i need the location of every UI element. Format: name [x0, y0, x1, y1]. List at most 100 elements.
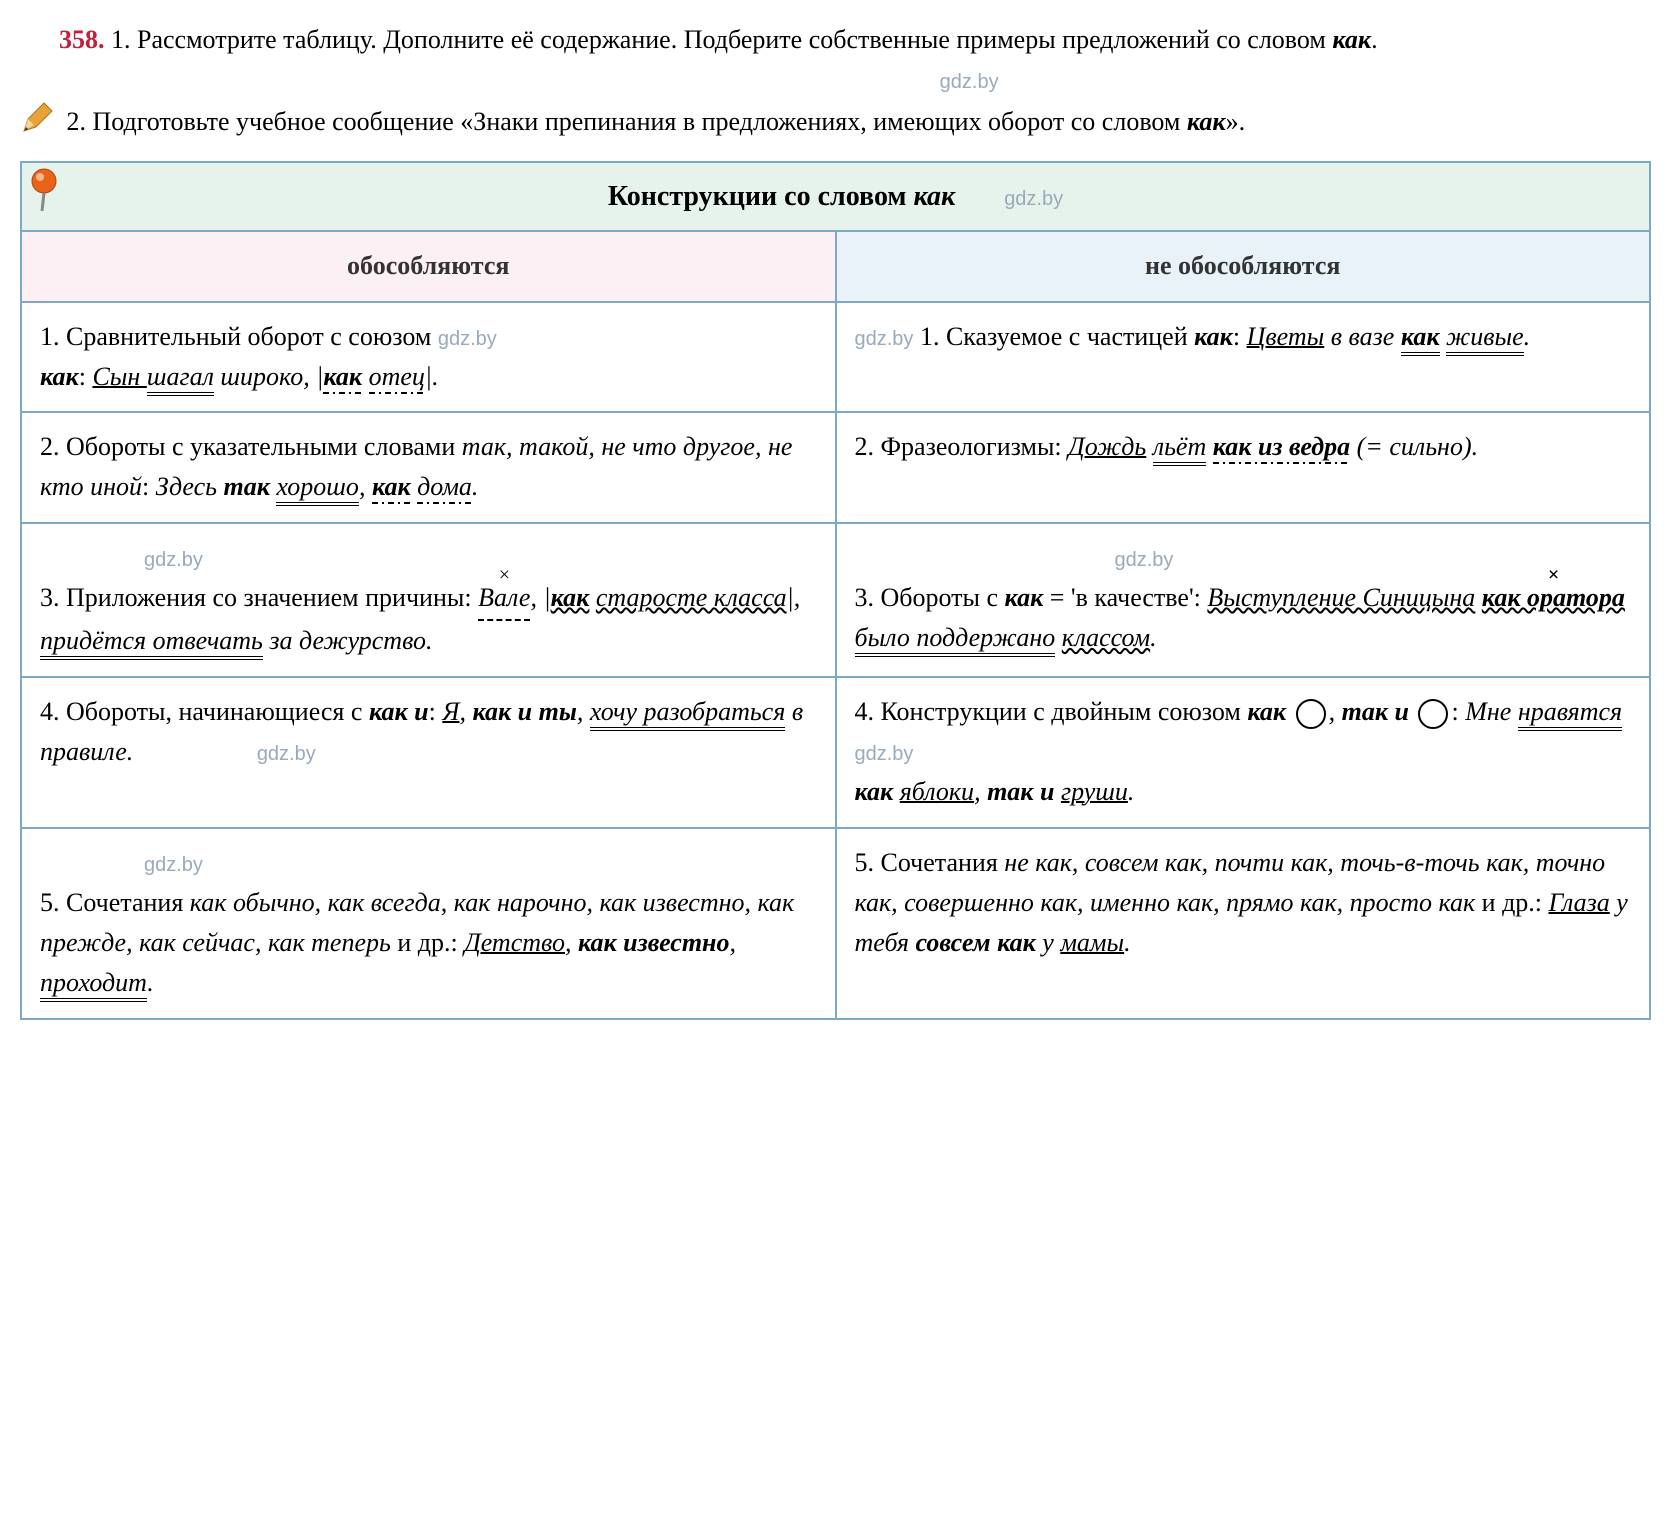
circle-icon	[1418, 699, 1448, 729]
ex-f: отец	[369, 362, 425, 394]
table-header-row: обособляются не обособляются	[21, 231, 1650, 301]
ex-g: классом	[1062, 623, 1150, 652]
cell-right-3: gdz.by 3. Обороты с как = 'в качестве': …	[836, 523, 1651, 677]
ex-d: как	[323, 362, 362, 394]
lead-a: Обороты с указательными словами	[66, 432, 462, 461]
ex-d: ,	[577, 697, 590, 726]
cell-left-5: gdz.by 5. Сочетания как обычно, как всег…	[21, 828, 836, 1019]
cell-left-4: 4. Обороты, начинающиеся с как и: Я, как…	[21, 677, 836, 828]
ex-b: шагал	[147, 362, 214, 396]
ex-e: хочу разобраться	[590, 697, 785, 731]
colon: :	[142, 472, 156, 501]
ex-e: старосте класса	[596, 583, 787, 612]
ex-g: |.	[425, 362, 439, 391]
ex-d: как	[855, 777, 894, 806]
ex-k: .	[1128, 777, 1135, 806]
ex-b: , |	[530, 583, 550, 612]
ex-c: широко, |	[214, 362, 323, 391]
grammar-table: Конструкции со словом как gdz.by обособл…	[20, 161, 1651, 1020]
lead-c: = 'в качестве':	[1043, 583, 1207, 612]
ex-f: как	[372, 472, 411, 504]
ex-d: хорошо	[276, 472, 359, 506]
cell-left-3: gdz.by 3. Приложения со значением причин…	[21, 523, 836, 677]
cell-right-1: gdz.by 1. Сказуемое с частицей как: Цвет…	[836, 302, 1651, 413]
row-num: 4.	[855, 697, 875, 726]
watermark-text: gdz.by	[1004, 188, 1063, 210]
ex-h: дома	[417, 472, 472, 504]
colon: :	[1451, 697, 1465, 726]
table-row: 2. Обороты с указательными словами так, …	[21, 412, 1650, 523]
colon: :	[79, 362, 93, 391]
cell-right-2: 2. Фразеологизмы: Дождь льёт как из ведр…	[836, 412, 1651, 523]
ex-a: Сын	[92, 362, 146, 391]
ex-f: яблоки	[900, 777, 974, 806]
ex-b: ,	[459, 697, 472, 726]
table-row: gdz.by 3. Приложения со значением причин…	[21, 523, 1650, 677]
lead-text: Сравнительный оборот с союзом	[66, 322, 438, 351]
ex-a: Дождь	[1068, 432, 1146, 461]
lead-b: как и	[369, 697, 429, 726]
lead-c: и др.:	[391, 928, 464, 957]
part2-text: Подготовьте учебное сообщение «Знаки пре…	[93, 107, 1187, 136]
circle-icon	[1296, 699, 1326, 729]
ex-e: проходит	[40, 968, 147, 1002]
ex-e	[362, 362, 369, 391]
colon: :	[429, 697, 443, 726]
ex-b: в вазе	[1324, 322, 1401, 351]
ex-c: как известно	[578, 928, 730, 957]
intro-line3: 2. Подготовьте учебное сообщение «Знаки …	[20, 101, 1651, 147]
ex-a: Выступление Синицына	[1207, 583, 1475, 612]
row-num: 4.	[40, 697, 60, 726]
ex-c: как	[551, 583, 590, 612]
ex-e: ,	[359, 472, 372, 501]
ex-c: льёт	[1153, 432, 1207, 466]
table-row: 4. Обороты, начинающиеся с как и: Я, как…	[21, 677, 1650, 828]
lead-a: Обороты, начинающиеся с	[66, 697, 369, 726]
cell-right-4: 4. Конструкции с двойным союзом как , та…	[836, 677, 1651, 828]
lead-text: Сказуемое с частицей	[946, 322, 1194, 351]
keyword: как	[40, 362, 79, 391]
row-num: 2.	[40, 432, 60, 461]
lead-a: Обороты с	[881, 583, 1005, 612]
ex-f: (= сильно).	[1350, 432, 1478, 461]
lead-c: ,	[1329, 697, 1342, 726]
part2-keyword: как	[1187, 107, 1226, 136]
lead-a: Сочетания	[66, 888, 190, 917]
ex-e: мамы	[1060, 928, 1124, 957]
ex-e: живые	[1446, 322, 1524, 356]
cell-left-2: 2. Обороты с указательными словами так, …	[21, 412, 836, 523]
colon: :	[1233, 322, 1247, 351]
ex-a: Здесь	[156, 472, 224, 501]
header-left: обособляются	[21, 231, 836, 301]
part1-text: Рассмотрите таблицу. Дополните её содерж…	[137, 25, 1332, 54]
ex-d: ,	[729, 928, 736, 957]
lead-d: так и	[1342, 697, 1409, 726]
lead-b: как	[1005, 583, 1044, 612]
cell-right-5: 5. Сочетания не как, совсем как, почти к…	[836, 828, 1651, 1019]
lead-a: Сочетания	[881, 848, 1005, 877]
title-keyword: как	[914, 181, 956, 212]
ex-f: |,	[787, 583, 801, 612]
table-title-row: Конструкции со словом как gdz.by	[21, 162, 1650, 231]
ex-b: ,	[565, 928, 578, 957]
table-title-cell: Конструкции со словом как gdz.by	[21, 162, 1650, 231]
ex-e: было поддержано	[855, 623, 1056, 657]
part2-num: 2.	[67, 107, 87, 136]
lead-text: Приложения со значением причины:	[66, 583, 478, 612]
row-num: 1.	[40, 322, 60, 351]
watermark-text: gdz.by	[144, 549, 203, 571]
ex-f: .	[147, 968, 154, 997]
ex-h: .	[1150, 623, 1157, 652]
part1-end: .	[1371, 25, 1378, 54]
ex-d	[1206, 432, 1213, 461]
ex-c: как и ты	[472, 697, 576, 726]
row-num: 5.	[855, 848, 875, 877]
pin-icon	[26, 167, 64, 225]
watermark-text: gdz.by	[438, 328, 497, 350]
ex-a: Вале	[478, 578, 530, 621]
watermark-text: gdz.by	[855, 743, 914, 765]
lead-b: как	[1247, 697, 1286, 726]
table-container: Конструкции со словом как gdz.by обособл…	[20, 161, 1651, 1020]
part1-num: 1.	[111, 25, 131, 54]
ex-a: Детство	[464, 928, 565, 957]
